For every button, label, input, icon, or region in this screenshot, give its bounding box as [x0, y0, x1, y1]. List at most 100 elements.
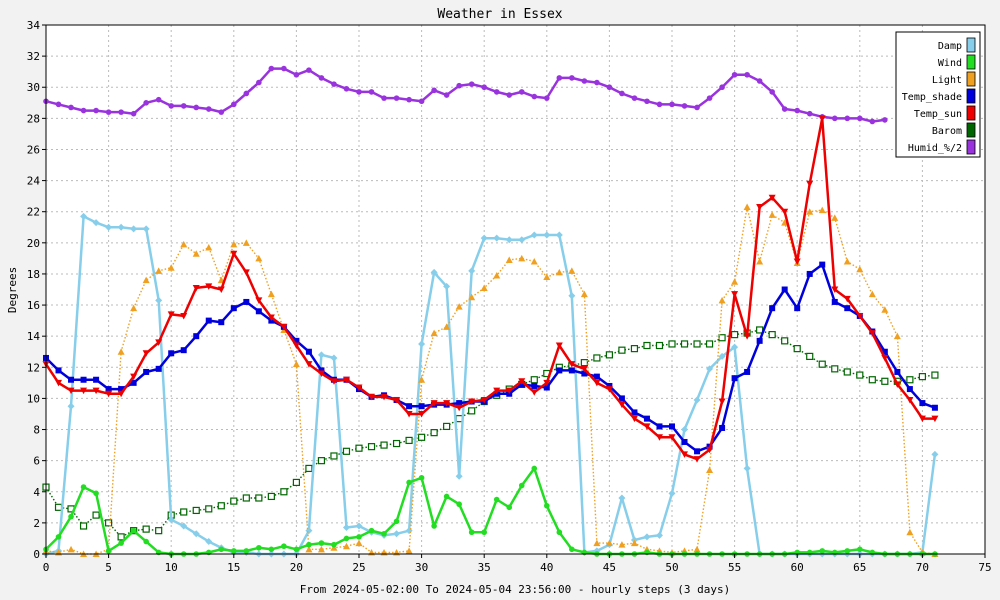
data-point-temp-sun: [443, 400, 451, 407]
data-point-humid-2: [594, 79, 600, 86]
y-tick-label: 8: [33, 424, 40, 437]
axes: 0 5 10 15 20 25 30 35 40 45 50 55 60 65 70 750246810121…: [27, 19, 992, 574]
data-point-light: [856, 265, 864, 273]
data-point-temp-sun: [192, 284, 200, 292]
data-point-temp-sun: [55, 379, 63, 387]
data-point-damp: [518, 236, 526, 244]
data-point-light: [405, 547, 413, 554]
data-point-humid-2: [393, 95, 400, 101]
series-temp-sun: [42, 115, 939, 463]
data-point-damp: [706, 365, 714, 373]
data-point-humid-2: [55, 101, 62, 108]
x-tick-label: 60: [791, 561, 804, 574]
data-point-barom: [906, 376, 914, 384]
x-tick-label: 55: [728, 561, 741, 574]
data-point-light: [418, 376, 426, 383]
data-point-damp: [393, 530, 401, 538]
data-point-humid-2: [619, 90, 625, 97]
data-point-damp: [480, 234, 488, 242]
data-point-temp-shade: [80, 376, 87, 383]
data-point-temp-sun: [718, 398, 726, 406]
data-point-light: [693, 545, 701, 553]
data-point-barom: [255, 494, 263, 502]
data-point-temp-shade: [831, 298, 838, 305]
data-point-damp: [530, 231, 538, 239]
data-point-damp: [505, 236, 513, 244]
data-point-wind: [518, 482, 525, 489]
data-point-wind: [268, 546, 275, 553]
data-point-wind: [331, 541, 337, 548]
data-point-light: [543, 273, 551, 281]
data-point-temp-shade: [894, 368, 901, 375]
data-point-temp-sun: [781, 208, 789, 216]
data-point-temp-sun: [342, 376, 350, 384]
data-point-humid-2: [756, 78, 763, 84]
data-point-light: [580, 290, 588, 298]
data-point-temp-sun: [893, 381, 901, 388]
data-point-temp-sun: [605, 386, 613, 393]
data-point-humid-2: [205, 106, 212, 112]
data-point-temp-shade: [681, 438, 688, 445]
data-point-temp-sun: [806, 180, 814, 188]
data-point-wind: [293, 546, 300, 553]
data-point-light: [342, 542, 350, 550]
data-point-barom: [806, 352, 814, 361]
data-point-barom: [781, 337, 789, 345]
data-point-humid-2: [781, 106, 788, 112]
y-tick-label: 28: [27, 112, 40, 125]
data-point-wind: [506, 504, 513, 511]
data-point-humid-2: [631, 95, 638, 101]
legend-swatch: [966, 54, 976, 70]
data-point-light: [781, 219, 789, 226]
data-point-barom: [104, 519, 113, 527]
data-point-damp: [668, 489, 676, 497]
data-point-temp-shade: [118, 386, 125, 393]
data-point-light: [67, 545, 75, 553]
data-point-temp-shade: [906, 386, 913, 393]
data-point-barom: [856, 371, 864, 379]
x-tick-label: 0: [43, 561, 50, 574]
data-point-temp-sun: [881, 354, 889, 362]
data-point-humid-2: [256, 79, 262, 86]
data-point-damp: [455, 472, 463, 480]
data-point-barom: [630, 345, 639, 353]
data-point-temp-sun: [468, 398, 476, 406]
data-point-temp-sun: [756, 204, 764, 211]
data-point-barom: [205, 505, 213, 513]
data-point-wind: [431, 523, 437, 529]
data-point-humid-2: [231, 101, 237, 108]
data-point-light: [180, 240, 188, 248]
data-point-temp-sun: [330, 378, 338, 385]
data-point-humid-2: [731, 71, 738, 78]
data-point-damp: [142, 225, 150, 233]
data-point-barom: [367, 443, 376, 451]
data-point-light: [806, 208, 814, 215]
data-point-temp-sun: [430, 400, 438, 407]
data-point-barom: [931, 371, 939, 379]
data-point-barom: [655, 341, 664, 350]
data-point-temp-shade: [243, 298, 250, 305]
data-point-barom: [618, 346, 626, 354]
data-point-temp-shade: [556, 367, 563, 374]
y-tick-label: 10: [27, 392, 40, 405]
data-point-light: [205, 243, 213, 251]
legend: Damp Wind Light Temp_shade Temp_sun Barom Humi…: [895, 31, 981, 158]
data-point-humid-2: [468, 81, 475, 87]
data-point-wind: [569, 546, 575, 553]
data-point-damp: [130, 225, 138, 233]
data-point-temp-shade: [168, 350, 175, 357]
data-point-humid-2: [406, 96, 412, 103]
data-point-temp-shade: [731, 375, 738, 382]
data-point-temp-shade: [794, 305, 801, 312]
data-point-temp-sun: [180, 312, 188, 320]
data-point-temp-sun: [255, 297, 263, 304]
y-tick-label: 34: [27, 19, 41, 32]
data-point-temp-sun: [593, 379, 601, 387]
data-point-light: [292, 360, 300, 368]
x-tick-label: 35: [478, 561, 491, 574]
data-point-barom: [831, 365, 839, 373]
legend-box: [895, 31, 981, 158]
data-point-temp-shade: [531, 382, 538, 389]
x-tick-label: 30: [415, 561, 428, 574]
data-point-temp-sun: [380, 393, 388, 401]
